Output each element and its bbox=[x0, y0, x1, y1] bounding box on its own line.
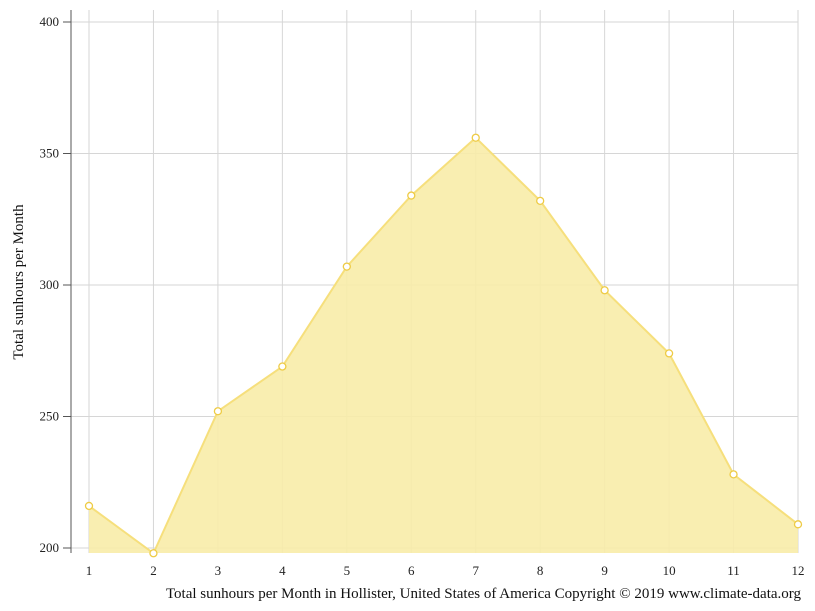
data-point bbox=[664, 349, 674, 358]
x-tick-label: 12 bbox=[792, 563, 805, 578]
chart-caption: Total sunhours per Month in Hollister, U… bbox=[166, 586, 802, 602]
y-tick-label: 400 bbox=[40, 14, 60, 29]
x-tick-label: 4 bbox=[279, 563, 286, 578]
data-point bbox=[600, 286, 609, 295]
x-tick-label: 9 bbox=[601, 563, 608, 578]
x-tick-label: 10 bbox=[663, 563, 676, 578]
x-tick-label: 6 bbox=[408, 563, 415, 578]
x-tick-label: 3 bbox=[215, 563, 222, 578]
x-tick-label: 5 bbox=[344, 563, 351, 578]
series-line bbox=[88, 136, 799, 555]
area-fill bbox=[89, 137, 798, 554]
y-tick-label: 250 bbox=[40, 409, 60, 424]
data-point bbox=[278, 362, 287, 371]
data-markers bbox=[84, 133, 803, 558]
data-point bbox=[84, 501, 94, 511]
x-tick-label: 8 bbox=[537, 563, 544, 578]
y-tick-label: 350 bbox=[40, 146, 60, 161]
data-point bbox=[213, 407, 223, 416]
y-tick-label: 300 bbox=[40, 277, 60, 292]
x-tick-label: 7 bbox=[472, 563, 479, 578]
y-tick-labels: 200 250 300 350 400 bbox=[40, 14, 60, 555]
x-tick-label: 11 bbox=[727, 563, 740, 578]
x-tick-labels: 1 2 3 4 5 6 7 8 9 10 11 12 bbox=[86, 563, 805, 578]
y-tick-label: 200 bbox=[40, 540, 60, 555]
data-point bbox=[149, 549, 158, 558]
data-point bbox=[793, 520, 803, 529]
data-point bbox=[407, 191, 416, 200]
data-point bbox=[342, 262, 351, 271]
x-tick-label: 2 bbox=[150, 563, 157, 578]
y-axis-title: Total sunhours per Month bbox=[11, 204, 27, 360]
x-tick-label: 1 bbox=[86, 563, 93, 578]
data-point bbox=[536, 196, 545, 205]
area-layer bbox=[88, 136, 799, 555]
axes bbox=[63, 10, 72, 553]
data-point bbox=[729, 470, 738, 479]
data-point bbox=[471, 133, 480, 142]
